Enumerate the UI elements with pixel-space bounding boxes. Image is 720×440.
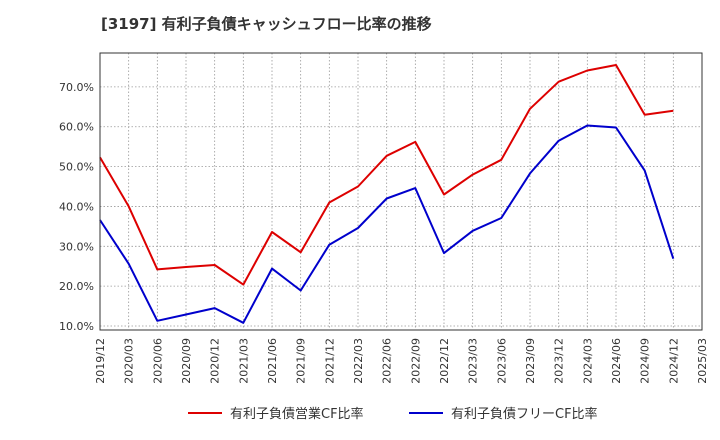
legend: 有利子負債営業CF比率 有利子負債フリーCF比率 xyxy=(0,403,720,427)
y-tick-label: 30.0% xyxy=(59,240,94,253)
x-tick-label: 2019/12 xyxy=(94,338,107,384)
x-tick-label: 2024/09 xyxy=(639,338,652,384)
y-tick-label: 20.0% xyxy=(59,280,94,293)
legend-item-free-cf: 有利子負債フリーCF比率 xyxy=(409,403,598,422)
legend-item-operating-cf: 有利子負債営業CF比率 xyxy=(188,403,364,422)
x-tick-label: 2024/12 xyxy=(667,338,680,384)
series-layer xyxy=(99,64,675,324)
chart-title: [3197] 有利子負債キャッシュフロー比率の推移 xyxy=(101,15,432,33)
x-axis-labels: 2019/12 2020/03 2020/06 2020/09 2020/12 2021/… xyxy=(94,338,709,384)
plot-area-border xyxy=(99,52,703,331)
series-line-0 xyxy=(99,64,674,286)
legend-swatch-free-cf xyxy=(409,411,443,414)
x-tick-label: 2022/06 xyxy=(381,338,394,384)
y-tick-label: 70.0% xyxy=(59,81,94,94)
y-tick-label: 10.0% xyxy=(59,320,94,333)
legend-label-free-cf: 有利子負債フリーCF比率 xyxy=(451,407,598,422)
x-tick-label: 2021/06 xyxy=(266,338,279,384)
x-tick-label: 2021/09 xyxy=(295,338,308,384)
x-tick-label: 2023/09 xyxy=(524,338,537,384)
x-tick-label: 2020/12 xyxy=(209,338,222,384)
x-tick-label: 2022/09 xyxy=(409,338,422,384)
x-tick-label: 2024/03 xyxy=(581,338,594,384)
x-tick-label: 2024/06 xyxy=(610,338,623,384)
x-tick-label: 2020/03 xyxy=(123,338,136,384)
y-tick-label: 40.0% xyxy=(59,200,94,213)
legend-label-operating-cf: 有利子負債営業CF比率 xyxy=(230,407,364,422)
y-tick-label: 60.0% xyxy=(59,121,94,134)
y-axis-labels: 10.0% 20.0% 30.0% 40.0% 50.0% 60.0% 70.0% xyxy=(59,81,94,333)
x-tick-label: 2023/06 xyxy=(495,338,508,384)
x-tick-label: 2022/12 xyxy=(438,338,451,384)
legend-swatch-operating-cf xyxy=(188,411,222,414)
x-tick-label: 2021/12 xyxy=(323,338,336,384)
x-tick-label: 2023/12 xyxy=(553,338,566,384)
series-line-1 xyxy=(99,124,675,324)
x-tick-label: 2023/03 xyxy=(467,338,480,384)
x-tick-label: 2020/09 xyxy=(180,338,193,384)
plot-area-background xyxy=(100,53,702,330)
y-tick-label: 50.0% xyxy=(59,161,94,174)
grid-vertical xyxy=(128,53,674,330)
x-tick-label: 2022/03 xyxy=(352,338,365,384)
x-tick-label: 2025/03 xyxy=(696,338,709,384)
x-tick-label: 2021/03 xyxy=(237,338,250,384)
x-tick-label: 2020/06 xyxy=(151,338,164,384)
